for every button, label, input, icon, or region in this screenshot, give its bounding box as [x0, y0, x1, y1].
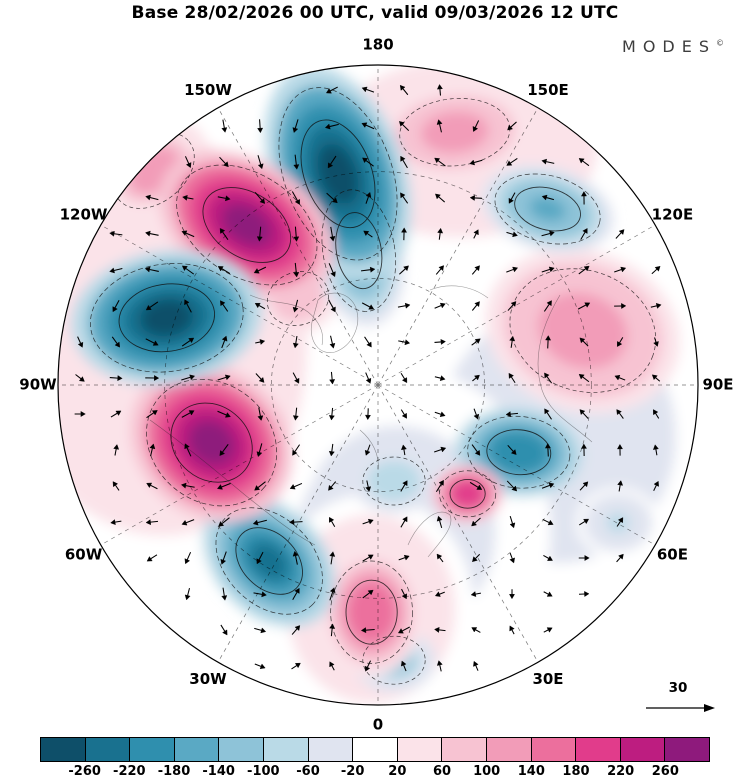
- colorbar-tick-label: 60: [432, 764, 452, 779]
- colorbar-tick-label: 220: [607, 764, 635, 779]
- longitude-label: 120W: [60, 206, 108, 224]
- colorbar-tick-label: 20: [388, 764, 407, 779]
- longitude-labels: 180 150W 150E 120W 120E 90W 90E 60W 60E 30W 30E 0: [19, 36, 733, 734]
- colorbar-tick-label: -20: [340, 764, 365, 779]
- chart-title: Base 28/02/2026 00 UTC, valid 09/03/2026…: [131, 3, 619, 23]
- longitude-label: 150E: [527, 81, 569, 99]
- reference-vector-label: 30: [669, 680, 688, 696]
- colorbar-swatch: [308, 738, 354, 761]
- longitude-label: 60W: [65, 546, 103, 564]
- map-field: [58, 65, 698, 705]
- coastlines: [149, 285, 593, 558]
- colorbar-swatch: [219, 738, 264, 761]
- colorbar-tick-label: 260: [651, 764, 679, 779]
- modes-logo-text: MODES: [622, 37, 716, 56]
- colorbar-tick-label: 180: [562, 764, 590, 779]
- polar-anomaly-map: 180 150W 150E 120W 120E 90W 90E 60W 60E 30W 30E 0 30: [19, 36, 733, 734]
- longitude-label: 180: [362, 36, 393, 54]
- colorbar-tick-label: -220: [113, 764, 146, 779]
- colorbar-tick-label: -140: [202, 764, 235, 779]
- reference-vector-arrowhead: [704, 704, 715, 712]
- colorbar-swatch: [576, 738, 621, 761]
- colorbar-tick-label: 140: [517, 764, 545, 779]
- longitude-label: 120E: [652, 206, 694, 224]
- colorbar-tick-label: -60: [296, 764, 320, 779]
- colorbar-swatch: [130, 738, 175, 761]
- longitude-label: 30W: [189, 670, 227, 688]
- colorbar-swatch: [263, 738, 309, 761]
- colorbar-swatch: [353, 738, 398, 761]
- colorbar-swatch: [174, 738, 220, 761]
- modes-logo: MODES©: [622, 37, 724, 56]
- colorbar-swatch: [620, 738, 666, 761]
- anomaly-fill-field: [58, 65, 698, 705]
- copyright-mark: ©: [716, 38, 724, 48]
- colorbar-tick-labels: -260 -220 -180 -140 -100 -60 -20 20 60 100 140 180 2…: [40, 764, 710, 780]
- colorbar-swatch: [665, 738, 709, 761]
- colorbar-tick-label: -180: [157, 764, 191, 779]
- wind-vectors: [74, 84, 662, 672]
- colorbar-swatch: [486, 738, 532, 761]
- longitude-label: 60E: [657, 546, 688, 564]
- map-boundary-circle: [57, 64, 699, 706]
- colorbar-tick-label: 100: [473, 764, 501, 779]
- colorbar-swatch: [397, 738, 443, 761]
- reference-vector: 30: [646, 680, 715, 712]
- colorbar-tick-label: -260: [68, 764, 101, 779]
- longitude-label: 90E: [702, 376, 733, 394]
- longitude-label: 90W: [19, 376, 57, 394]
- graticule: [58, 65, 698, 705]
- contour-lines: [90, 87, 657, 685]
- colorbar-swatch: [41, 738, 86, 761]
- colorbar-tick-label: -100: [247, 764, 280, 779]
- longitude-label: 0: [373, 716, 383, 734]
- colorbar: [40, 737, 710, 762]
- longitude-label: 150W: [184, 81, 232, 99]
- colorbar-swatch: [442, 738, 487, 761]
- longitude-label: 30E: [532, 670, 563, 688]
- colorbar-swatch: [531, 738, 577, 761]
- colorbar-swatch: [85, 738, 131, 761]
